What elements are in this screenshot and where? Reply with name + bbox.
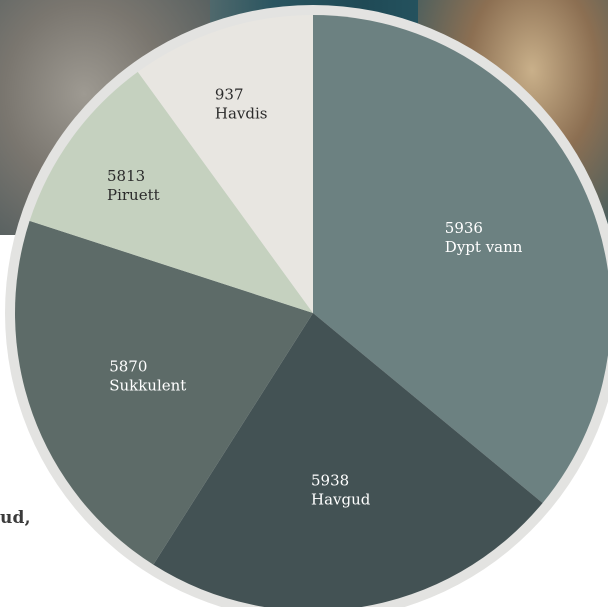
- slice-label-937: 937 Havdis: [215, 85, 268, 122]
- pie-labels: 5936 Dypt vann 5938 Havgud 5870 Sukkulent 5813…: [107, 85, 523, 508]
- pie-slice-937: [137, 14, 313, 313]
- slice-label-5870: 5870 Sukkulent: [109, 358, 186, 395]
- pie-slice-5870: [15, 220, 313, 565]
- slice-label-5938: 5938 Havgud: [311, 472, 371, 509]
- pie-slice-5813: [29, 71, 314, 313]
- slice-name: Dypt vann: [445, 238, 523, 256]
- pie-slice-5938: [153, 313, 543, 607]
- slice-label-5813: 5813 Piruett: [107, 167, 160, 204]
- slice-code: 5813: [107, 167, 145, 185]
- side-text-fragment: ud,: [0, 508, 31, 528]
- pie-slices: [15, 14, 608, 607]
- slice-name: Sukkulent: [109, 377, 186, 395]
- slice-name: Havdis: [215, 104, 268, 122]
- slice-code: 5936: [445, 219, 483, 237]
- slice-name: Havgud: [311, 491, 371, 509]
- slice-code: 5870: [109, 358, 147, 376]
- slice-name: Piruett: [107, 186, 160, 204]
- slice-label-5936: 5936 Dypt vann: [445, 219, 523, 256]
- pie-slice-5936: [313, 15, 608, 503]
- slice-code: 5938: [311, 472, 349, 490]
- slice-code: 937: [215, 85, 244, 103]
